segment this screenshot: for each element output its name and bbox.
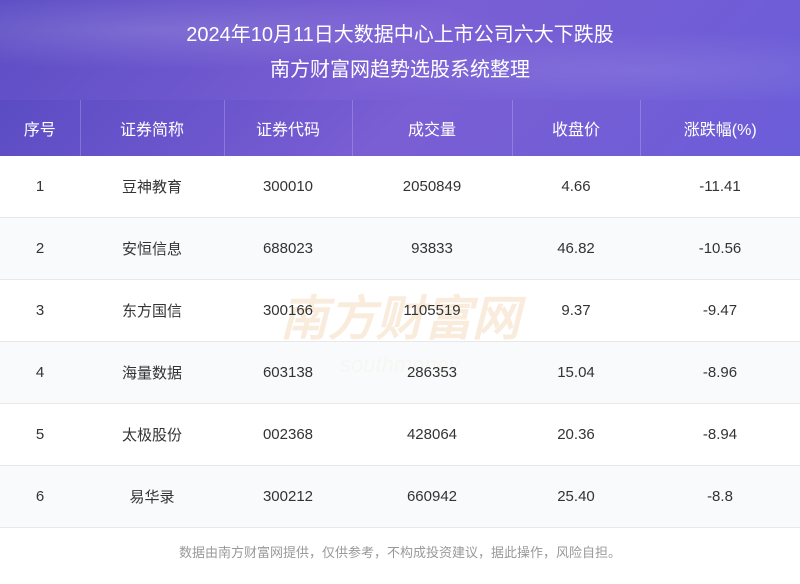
col-header-code: 证券代码 [224,100,352,156]
cell-volume: 2050849 [352,156,512,218]
cell-index: 3 [0,280,80,342]
table-row: 1豆神教育30001020508494.66-11.41 [0,156,800,218]
table-header-row: 序号 证券简称 证券代码 成交量 收盘价 涨跌幅(%) [0,100,800,156]
cell-change: -8.8 [640,466,800,528]
cell-name: 东方国信 [80,280,224,342]
cell-name: 太极股份 [80,404,224,466]
table-row: 2安恒信息6880239383346.82-10.56 [0,218,800,280]
cell-name: 安恒信息 [80,218,224,280]
cell-volume: 660942 [352,466,512,528]
cell-index: 2 [0,218,80,280]
header-section: 2024年10月11日大数据中心上市公司六大下跌股 南方财富网趋势选股系统整理 [0,0,800,100]
cell-index: 4 [0,342,80,404]
table-row: 3东方国信30016611055199.37-9.47 [0,280,800,342]
cell-name: 豆神教育 [80,156,224,218]
cell-index: 6 [0,466,80,528]
cell-change: -11.41 [640,156,800,218]
cell-name: 海量数据 [80,342,224,404]
cell-price: 46.82 [512,218,640,280]
table-body: 1豆神教育30001020508494.66-11.412安恒信息6880239… [0,156,800,528]
cell-price: 20.36 [512,404,640,466]
title-sub: 南方财富网趋势选股系统整理 [0,53,800,82]
table-row: 6易华录30021266094225.40-8.8 [0,466,800,528]
cell-volume: 93833 [352,218,512,280]
table-row: 4海量数据60313828635315.04-8.96 [0,342,800,404]
cell-code: 688023 [224,218,352,280]
cell-code: 603138 [224,342,352,404]
table-row: 5太极股份00236842806420.36-8.94 [0,404,800,466]
cell-price: 15.04 [512,342,640,404]
cell-volume: 428064 [352,404,512,466]
cell-code: 300166 [224,280,352,342]
col-header-price: 收盘价 [512,100,640,156]
cell-code: 002368 [224,404,352,466]
cell-index: 5 [0,404,80,466]
table-container: 南方财富网 southmoney 序号 证券简称 证券代码 成交量 收盘价 涨跌… [0,100,800,528]
cell-price: 25.40 [512,466,640,528]
cell-code: 300010 [224,156,352,218]
cell-change: -10.56 [640,218,800,280]
footer-disclaimer: 数据由南方财富网提供，仅供参考，不构成投资建议，据此操作，风险自担。 [0,528,800,575]
col-header-volume: 成交量 [352,100,512,156]
cell-volume: 286353 [352,342,512,404]
cell-price: 9.37 [512,280,640,342]
cell-index: 1 [0,156,80,218]
cell-change: -9.47 [640,280,800,342]
col-header-name: 证券简称 [80,100,224,156]
cell-code: 300212 [224,466,352,528]
main-container: 2024年10月11日大数据中心上市公司六大下跌股 南方财富网趋势选股系统整理 … [0,0,800,584]
col-header-index: 序号 [0,100,80,156]
col-header-change: 涨跌幅(%) [640,100,800,156]
title-main: 2024年10月11日大数据中心上市公司六大下跌股 [0,18,800,47]
stock-table: 序号 证券简称 证券代码 成交量 收盘价 涨跌幅(%) 1豆神教育3000102… [0,100,800,528]
cell-price: 4.66 [512,156,640,218]
cell-change: -8.94 [640,404,800,466]
cell-change: -8.96 [640,342,800,404]
cell-name: 易华录 [80,466,224,528]
cell-volume: 1105519 [352,280,512,342]
